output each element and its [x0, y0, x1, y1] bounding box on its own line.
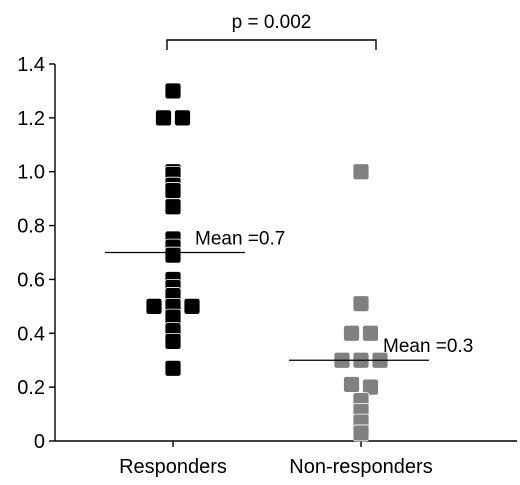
data-point	[183, 297, 201, 315]
data-point	[164, 332, 182, 350]
data-point	[343, 324, 360, 342]
mean-label: Mean =0.3	[383, 336, 473, 357]
y-tick-label: 0	[34, 431, 45, 453]
y-tick-label: 0.8	[17, 216, 45, 238]
data-point	[164, 82, 182, 100]
data-point	[164, 182, 182, 199]
y-tick-label: 0.6	[17, 269, 45, 291]
mean-label: Mean =0.7	[195, 229, 285, 250]
y-tick-label: 1.2	[17, 108, 45, 130]
data-point	[352, 163, 370, 181]
data-point	[164, 198, 182, 216]
y-tick-label: 1.0	[17, 162, 45, 184]
data-point	[145, 297, 163, 315]
y-tick-label: 0.2	[17, 377, 45, 399]
y-tick-label: 0.4	[17, 323, 45, 345]
x-tick-label: Responders	[119, 456, 227, 478]
significance-bracket	[166, 39, 377, 50]
data-point	[362, 324, 379, 342]
y-tick-label: 1.4	[17, 54, 45, 76]
data-point	[352, 295, 370, 313]
data-point	[362, 378, 379, 396]
data-point	[155, 109, 172, 127]
data-point	[164, 246, 182, 264]
data-point	[164, 359, 182, 377]
x-tick-label: Non-responders	[289, 456, 432, 478]
significance-annotation: p = 0.002	[166, 12, 377, 50]
data-point	[343, 376, 360, 393]
data-point	[174, 109, 191, 127]
data-point	[352, 424, 370, 442]
p-value-label: p = 0.002	[232, 12, 312, 33]
data-points	[145, 82, 389, 442]
x-axis-ticks: Responders Non-responders	[119, 441, 433, 478]
y-axis-ticks: 0 0.2 0.4 0.6 0.8 1.0 1.2 1.4	[17, 54, 55, 453]
mean-lines: Mean =0.7 Mean =0.3	[105, 229, 473, 361]
